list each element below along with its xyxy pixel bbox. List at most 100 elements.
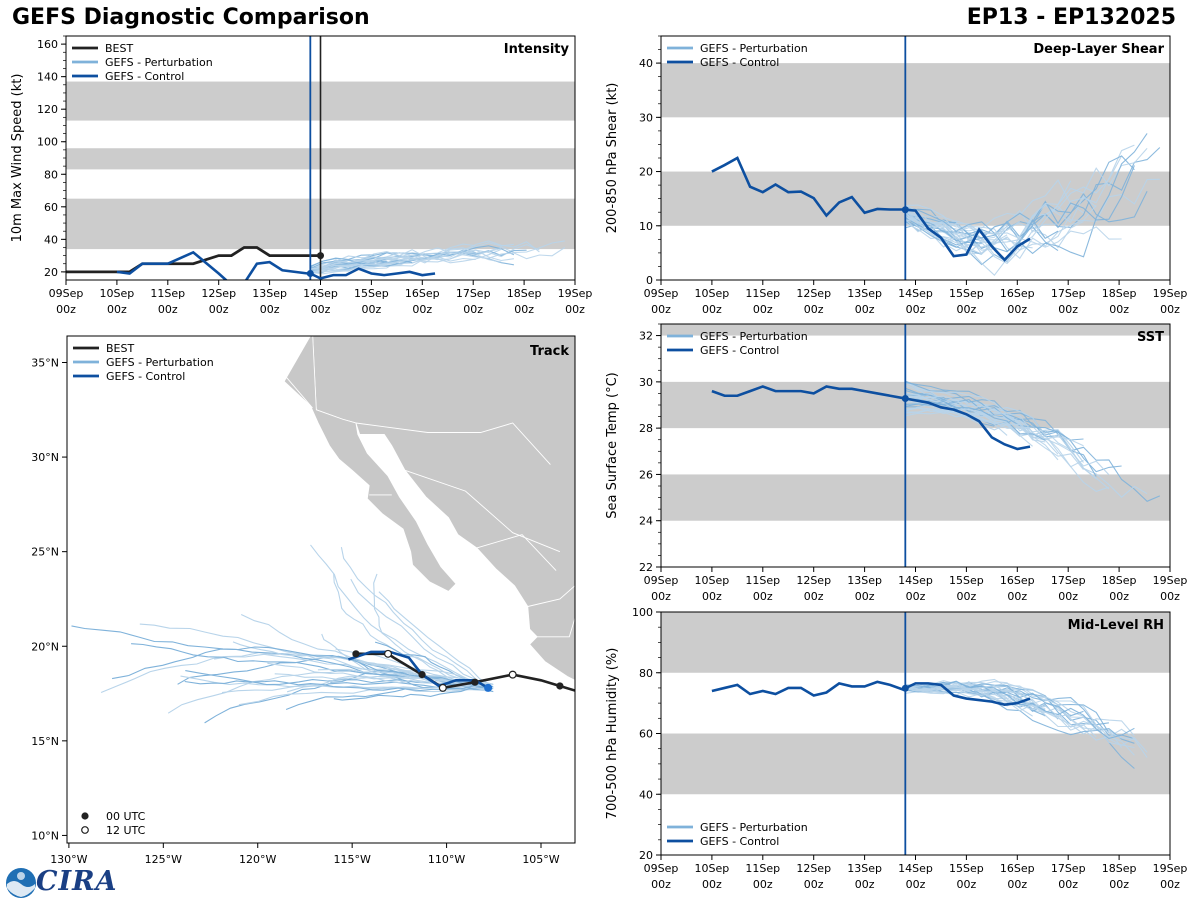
shear-perturbation-member [905,180,1072,277]
rh-panel: 20 40 60 80 100 09Sep 00z 10Sep 00z 11Sep 00z 12Sep… [605,606,1187,891]
intensity-xtick-label-hour: 00z [260,303,280,316]
intensity-ytick-label: 100 [37,136,58,149]
rh-xtick-label-day: 17Sep [1051,862,1086,875]
intensity-legend-label-pert: GEFS - Perturbation [105,56,213,69]
shear-perturbation-member [905,219,982,246]
shear-perturbation-member [905,211,1033,263]
track-plot-area [71,336,575,724]
track-panel: 130°W 125°W 120°W 115°W 110°W 105°W 10°N 15°N 20… [31,335,576,866]
track-perturbation-member [350,578,490,689]
sst-xtick-label-hour: 00z [753,590,773,603]
track-xtick-label: 125°W [145,853,182,866]
intensity-xtick-label-day: 15Sep [354,287,389,300]
shear-xtick-label-hour: 00z [1160,303,1180,316]
best-current-point [317,252,324,260]
track-xtick-label: 120°W [239,853,276,866]
state-border-0 [355,422,551,465]
shear-ytick-label: 40 [639,57,653,70]
intensity-xtick-label-day: 12Sep [201,287,236,300]
shear-xtick-label-hour: 00z [1109,303,1129,316]
track-perturbation-member [180,675,485,693]
intensity-xtick-label-hour: 00z [362,303,382,316]
intensity-panel-title: Intensity [504,42,570,57]
state-border-2 [476,534,557,571]
shear-xtick-label-hour: 00z [957,303,977,316]
intensity-perturbation-member [310,247,566,275]
track-xtick-label: 115°W [333,853,370,866]
sst-xtick-label-day: 14Sep [898,574,933,587]
intensity-legend-label-ctrl: GEFS - Control [105,70,184,83]
intensity-ytick-label: 120 [37,103,58,116]
shear-xtick-label-hour: 00z [1007,303,1027,316]
rh-xtick-label-hour: 00z [1109,878,1129,891]
shear-ytick-label: 10 [639,220,653,233]
rh-perturbation-member [905,682,1046,711]
track-legend-label-pert: GEFS - Perturbation [106,356,214,369]
intensity-xtick-label-hour: 00z [514,303,534,316]
sst-xtick-label-hour: 00z [957,590,977,603]
rh-xtick-label-hour: 00z [804,878,824,891]
sst-perturbation-member [905,381,982,398]
track-legend-label-ctrl: GEFS - Control [106,370,185,383]
shear-band-1 [661,63,1170,118]
rh-xtick-label-hour: 00z [753,878,773,891]
track-ytick-label: 10°N [31,829,59,842]
intensity-perturbation-member [310,248,502,271]
state-border-6 [257,343,313,409]
mainland-shape [312,336,575,681]
shear-xtick-label-day: 10Sep [695,287,730,300]
sst-xtick-label-hour: 00z [1109,590,1129,603]
sst-plot-area [661,324,1170,567]
shear-perturbation-member [905,191,1148,236]
sst-perturbation-member [905,402,1110,490]
sst-perturbation-member [905,397,1084,441]
intensity-xtick-label-hour: 00z [158,303,178,316]
sst-frame [660,323,1171,568]
shear-xtick-label-hour: 00z [753,303,773,316]
sst-control-line [711,385,1031,451]
rh-xtick-label-hour: 00z [702,878,722,891]
track-xtick-label: 130°W [50,853,87,866]
shear-xtick-label-day: 18Sep [1102,287,1137,300]
intensity-legend-label-best: BEST [105,42,133,55]
shear-init-point [901,206,909,214]
sst-perturbation-member [905,407,1084,470]
sst-ytick-label: 28 [639,422,653,435]
sst-ytick-label: 22 [639,561,653,574]
noaa-bird-icon [17,872,25,880]
shear-xtick-label-hour: 00z [651,303,671,316]
rh-ytick-label: 80 [639,667,653,680]
track-marker-00utc [556,682,564,690]
intensity-perturbation-member [310,257,387,270]
track-control-start [484,683,493,692]
shear-plot-area [661,36,1170,280]
shear-ylabel: 200-850 hPa Shear (kt) [605,83,620,234]
shear-ytick-label: 20 [639,166,653,179]
shear-panel-title: Deep-Layer Shear [1033,42,1164,57]
shear-xtick-label-hour: 00z [1058,303,1078,316]
shear-xtick-label-day: 19Sep [1153,287,1188,300]
shear-xtick-label-day: 13Sep [847,287,882,300]
intensity-ytick-label: 140 [37,71,58,84]
sst-xtick-label-day: 12Sep [796,574,831,587]
rh-band-0 [661,733,1170,795]
sst-band-2 [661,324,1170,336]
track-ytick-label: 15°N [31,735,59,748]
track-marker-00utc [418,671,426,679]
sst-ylabel: Sea Surface Temp (°C) [605,372,620,519]
sst-xtick-label-day: 09Sep [644,574,679,587]
intensity-xtick-label-day: 10Sep [100,287,135,300]
intensity-perturbation-member [310,257,413,268]
track-perturbation-member [340,546,483,686]
track-legend-00utc-marker [81,812,89,820]
intensity-ylabel: 10m Max Wind Speed (kt) [10,74,25,243]
intensity-ytick-label: 160 [37,38,58,51]
rh-xtick-label-day: 15Sep [949,862,984,875]
sst-legend-label-pert: GEFS - Perturbation [700,330,808,343]
shear-xtick-label-day: 14Sep [898,287,933,300]
intensity-xtick-label-hour: 00z [463,303,483,316]
track-perturbation-member [274,673,492,688]
sst-xtick-label-day: 13Sep [847,574,882,587]
rh-xtick-label-day: 09Sep [644,862,679,875]
rh-xtick-label-day: 18Sep [1102,862,1137,875]
